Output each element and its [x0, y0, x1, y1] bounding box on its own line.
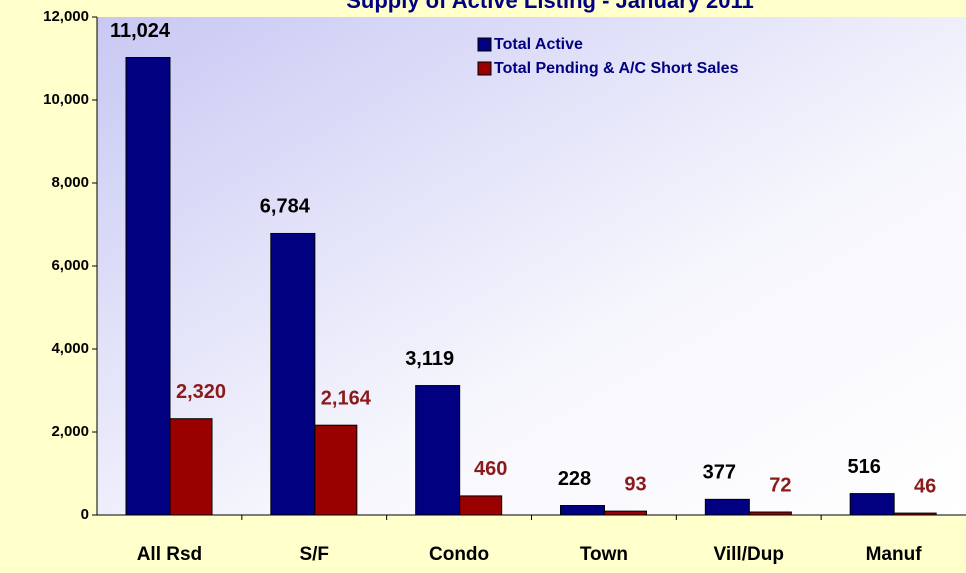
y-tick-label: 6,000: [51, 257, 89, 274]
y-tick-label: 12,000: [43, 8, 89, 25]
value-label: 460: [474, 458, 507, 480]
y-tick-label: 4,000: [51, 340, 89, 357]
value-label: 11,024: [110, 20, 171, 42]
value-label: 3,119: [405, 348, 454, 370]
chart-title: Supply of Active Listing - January 2011: [346, 0, 754, 13]
value-label: 516: [847, 456, 880, 478]
y-tick-label: 0: [81, 506, 89, 523]
x-tick-label: S/F: [299, 544, 329, 565]
y-tick-label: 2,000: [51, 423, 89, 440]
legend-label: Total Active: [494, 36, 583, 53]
value-label: 228: [558, 468, 591, 490]
value-label: 6,784: [260, 196, 311, 218]
legend-swatch: [477, 37, 492, 52]
value-label: 72: [769, 474, 791, 496]
bar: [748, 511, 792, 516]
legend-label: Total Pending & A/C Short Sales: [494, 60, 739, 77]
bar: [704, 498, 750, 516]
bar: [125, 57, 171, 516]
value-label: 93: [624, 473, 646, 495]
value-label: 2,320: [176, 381, 226, 403]
x-tick-label: Manuf: [866, 544, 923, 565]
x-tick-label: Condo: [429, 544, 489, 565]
bar: [893, 512, 937, 516]
y-tick-label: 8,000: [51, 174, 89, 191]
bar: [270, 232, 316, 516]
x-tick-label: Town: [580, 544, 628, 565]
value-label: 2,164: [321, 387, 372, 409]
value-label: 377: [703, 462, 736, 484]
bar: [169, 418, 213, 516]
y-tick-label: 10,000: [43, 91, 89, 108]
bar: [560, 505, 605, 516]
bar: [314, 424, 358, 516]
x-tick-label: Vill/Dup: [714, 544, 784, 565]
bar: [604, 510, 647, 516]
x-tick-label: All Rsd: [137, 544, 202, 565]
bar: [415, 385, 461, 516]
bar: [849, 493, 895, 516]
plot-area: [97, 17, 966, 515]
bar: [459, 495, 503, 516]
legend-swatch: [477, 61, 492, 76]
value-label: 46: [914, 475, 936, 497]
